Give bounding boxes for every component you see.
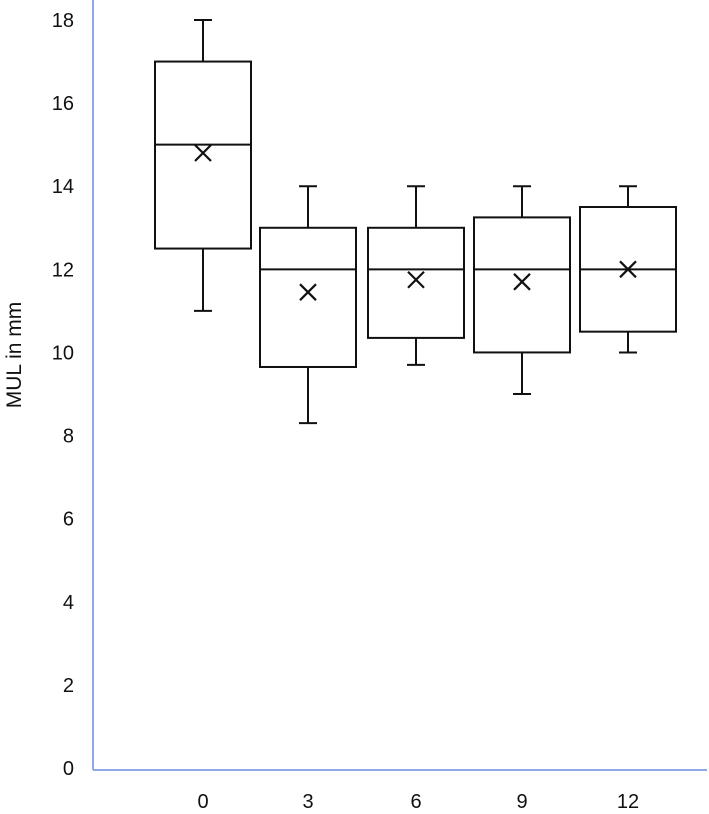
- y-tick-label: 12: [52, 259, 74, 281]
- mean-marker: [299, 283, 317, 301]
- y-tick-label: 6: [63, 509, 74, 531]
- x-tick-label: 3: [302, 791, 313, 813]
- box-group-9: [473, 185, 571, 395]
- y-tick-label: 4: [63, 592, 74, 614]
- iqr-box: [154, 60, 252, 250]
- boxes: [154, 19, 677, 425]
- iqr-box: [259, 226, 357, 368]
- iqr-box: [367, 226, 465, 339]
- x-axis-ticks: 0 3 6 9 12: [197, 791, 639, 813]
- x-tick-label: 9: [516, 791, 527, 813]
- mean-marker: [194, 144, 212, 162]
- y-tick-label: 0: [63, 758, 74, 780]
- y-tick-label: 2: [63, 675, 74, 697]
- y-axis-ticks: 0 2 4 6 8 10 12 14 16 18: [52, 10, 74, 780]
- mean-marker: [619, 260, 637, 279]
- axes: [92, 0, 707, 771]
- y-axis-title: MUL in mm: [3, 302, 26, 409]
- y-tick-label: 18: [52, 10, 74, 32]
- mean-marker: [407, 270, 425, 289]
- y-tick-label: 8: [63, 426, 74, 448]
- mean-marker: [513, 273, 531, 291]
- iqr-box: [473, 216, 571, 354]
- y-tick-label: 14: [52, 176, 74, 198]
- x-tick-label: 6: [410, 791, 421, 813]
- y-tick-label: 10: [52, 342, 74, 364]
- y-tick-label: 16: [52, 93, 74, 115]
- box-group-0: [154, 19, 252, 312]
- x-tick-label: 12: [617, 791, 639, 813]
- x-tick-label: 0: [197, 791, 208, 813]
- box-group-3: [259, 185, 357, 425]
- box-group-6: [367, 185, 465, 366]
- box-group-12: [579, 185, 677, 354]
